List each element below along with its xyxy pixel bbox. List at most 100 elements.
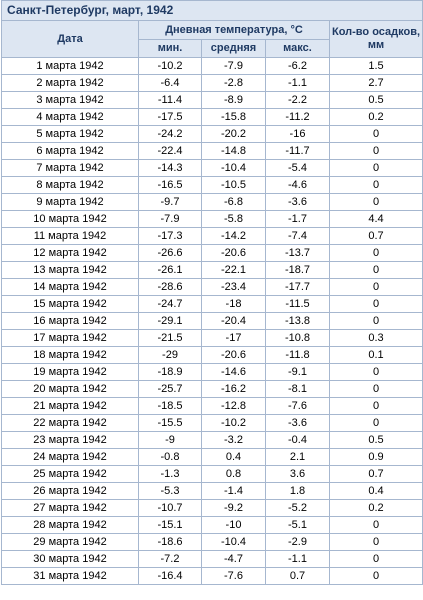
min-temp-cell: -5.3 (138, 482, 202, 500)
avg-temp-cell: -16.2 (201, 380, 266, 398)
avg-temp-cell: -10.4 (201, 533, 266, 551)
precipitation-cell: 0 (329, 567, 423, 585)
avg-temp-cell: -20.6 (201, 346, 266, 364)
table-row: 13 марта 1942 -26.1 -22.1 -18.7 0 (1, 261, 423, 279)
precipitation-cell: 0.2 (329, 499, 423, 517)
date-cell: 19 марта 1942 (1, 363, 139, 381)
precipitation-cell: 0 (329, 295, 423, 313)
date-cell: 7 марта 1942 (1, 159, 139, 177)
min-temp-cell: -15.5 (138, 414, 202, 432)
max-temp-cell: -11.7 (264, 142, 331, 160)
date-cell: 5 марта 1942 (1, 125, 139, 143)
min-temp-cell: -14.3 (138, 159, 202, 177)
date-cell: 13 марта 1942 (1, 261, 139, 279)
table-row: 22 марта 1942 -15.5 -10.2 -3.6 0 (1, 414, 423, 432)
min-temp-cell: -17.5 (138, 108, 202, 126)
date-cell: 17 марта 1942 (1, 329, 139, 347)
avg-temp-cell: -2.8 (201, 74, 266, 92)
min-temp-cell: -29.1 (138, 312, 202, 330)
min-temp-cell: -10.2 (138, 57, 202, 75)
max-temp-cell: 0.7 (264, 567, 331, 585)
precipitation-cell: 0.9 (329, 448, 423, 466)
min-temp-cell: -18.9 (138, 363, 202, 381)
min-temp-cell: -1.3 (138, 465, 202, 483)
precipitation-cell: 0.3 (329, 329, 423, 347)
max-temp-cell: -3.6 (264, 414, 331, 432)
table-row: 23 марта 1942 -9 -3.2 -0.4 0.5 (1, 431, 423, 449)
header-avg: средняя (201, 39, 266, 58)
precipitation-cell: 0 (329, 312, 423, 330)
min-temp-cell: -6.4 (138, 74, 202, 92)
min-temp-cell: -24.2 (138, 125, 202, 143)
min-temp-cell: -9 (138, 431, 202, 449)
max-temp-cell: -16 (264, 125, 331, 143)
header-date: Дата (1, 20, 139, 58)
avg-temp-cell: -14.2 (201, 227, 266, 245)
min-temp-cell: -9.7 (138, 193, 202, 211)
min-temp-cell: -16.4 (138, 567, 202, 585)
avg-temp-cell: -9.2 (201, 499, 266, 517)
table-row: 31 марта 1942 -16.4 -7.6 0.7 0 (1, 567, 423, 585)
date-cell: 21 марта 1942 (1, 397, 139, 415)
max-temp-cell: -2.2 (264, 91, 331, 109)
min-temp-cell: -10.7 (138, 499, 202, 517)
max-temp-cell: -11.8 (264, 346, 331, 364)
max-temp-cell: -6.2 (264, 57, 331, 75)
avg-temp-cell: -10.2 (201, 414, 266, 432)
precipitation-cell: 0.1 (329, 346, 423, 364)
min-temp-cell: -11.4 (138, 91, 202, 109)
min-temp-cell: -22.4 (138, 142, 202, 160)
min-temp-cell: -17.3 (138, 227, 202, 245)
precipitation-cell: 0.7 (329, 227, 423, 245)
precipitation-cell: 0 (329, 278, 423, 296)
max-temp-cell: -9.1 (264, 363, 331, 381)
min-temp-cell: -29 (138, 346, 202, 364)
table-row: 15 марта 1942 -24.7 -18 -11.5 0 (1, 295, 423, 313)
precipitation-cell: 0.5 (329, 431, 423, 449)
min-temp-cell: -28.6 (138, 278, 202, 296)
table-row: 1 марта 1942 -10.2 -7.9 -6.2 1.5 (1, 57, 423, 75)
precipitation-cell: 0 (329, 244, 423, 262)
table-row: 26 марта 1942 -5.3 -1.4 1.8 0.4 (1, 482, 423, 500)
precipitation-cell: 2.7 (329, 74, 423, 92)
avg-temp-cell: -22.1 (201, 261, 266, 279)
avg-temp-cell: -7.9 (201, 57, 266, 75)
date-cell: 3 марта 1942 (1, 91, 139, 109)
min-temp-cell: -7.2 (138, 550, 202, 568)
avg-temp-cell: -15.8 (201, 108, 266, 126)
date-cell: 28 марта 1942 (1, 516, 139, 534)
precipitation-cell: 0.5 (329, 91, 423, 109)
table-row: 24 марта 1942 -0.8 0.4 2.1 0.9 (1, 448, 423, 466)
max-temp-cell: -10.8 (264, 329, 331, 347)
precipitation-cell: 0 (329, 533, 423, 551)
avg-temp-cell: -10.4 (201, 159, 266, 177)
date-cell: 2 марта 1942 (1, 74, 139, 92)
max-temp-cell: -2.9 (264, 533, 331, 551)
header-max: макс. (264, 39, 331, 58)
precipitation-cell: 0 (329, 397, 423, 415)
max-temp-cell: -13.8 (264, 312, 331, 330)
table-row: 16 марта 1942 -29.1 -20.4 -13.8 0 (1, 312, 423, 330)
min-temp-cell: -0.8 (138, 448, 202, 466)
precipitation-cell: 0 (329, 516, 423, 534)
table-row: 25 марта 1942 -1.3 0.8 3.6 0.7 (1, 465, 423, 483)
table-row: 27 марта 1942 -10.7 -9.2 -5.2 0.2 (1, 499, 423, 517)
date-cell: 25 марта 1942 (1, 465, 139, 483)
table-row: 6 марта 1942 -22.4 -14.8 -11.7 0 (1, 142, 423, 160)
avg-temp-cell: -12.8 (201, 397, 266, 415)
date-cell: 31 марта 1942 (1, 567, 139, 585)
table-body: 1 марта 1942 -10.2 -7.9 -6.2 1.5 2 марта 1942… (1, 57, 423, 585)
weather-table: Санкт-Петербург, март, 1942 Дата Дневная… (1, 0, 423, 585)
avg-temp-cell: -5.8 (201, 210, 266, 228)
table-row: 17 марта 1942 -21.5 -17 -10.8 0.3 (1, 329, 423, 347)
date-cell: 26 марта 1942 (1, 482, 139, 500)
table-row: 12 марта 1942 -26.6 -20.6 -13.7 0 (1, 244, 423, 262)
max-temp-cell: -5.1 (264, 516, 331, 534)
date-cell: 23 марта 1942 (1, 431, 139, 449)
precipitation-cell: 0.7 (329, 465, 423, 483)
precipitation-cell: 4.4 (329, 210, 423, 228)
max-temp-cell: -18.7 (264, 261, 331, 279)
avg-temp-cell: -17 (201, 329, 266, 347)
min-temp-cell: -26.1 (138, 261, 202, 279)
avg-temp-cell: -10.5 (201, 176, 266, 194)
